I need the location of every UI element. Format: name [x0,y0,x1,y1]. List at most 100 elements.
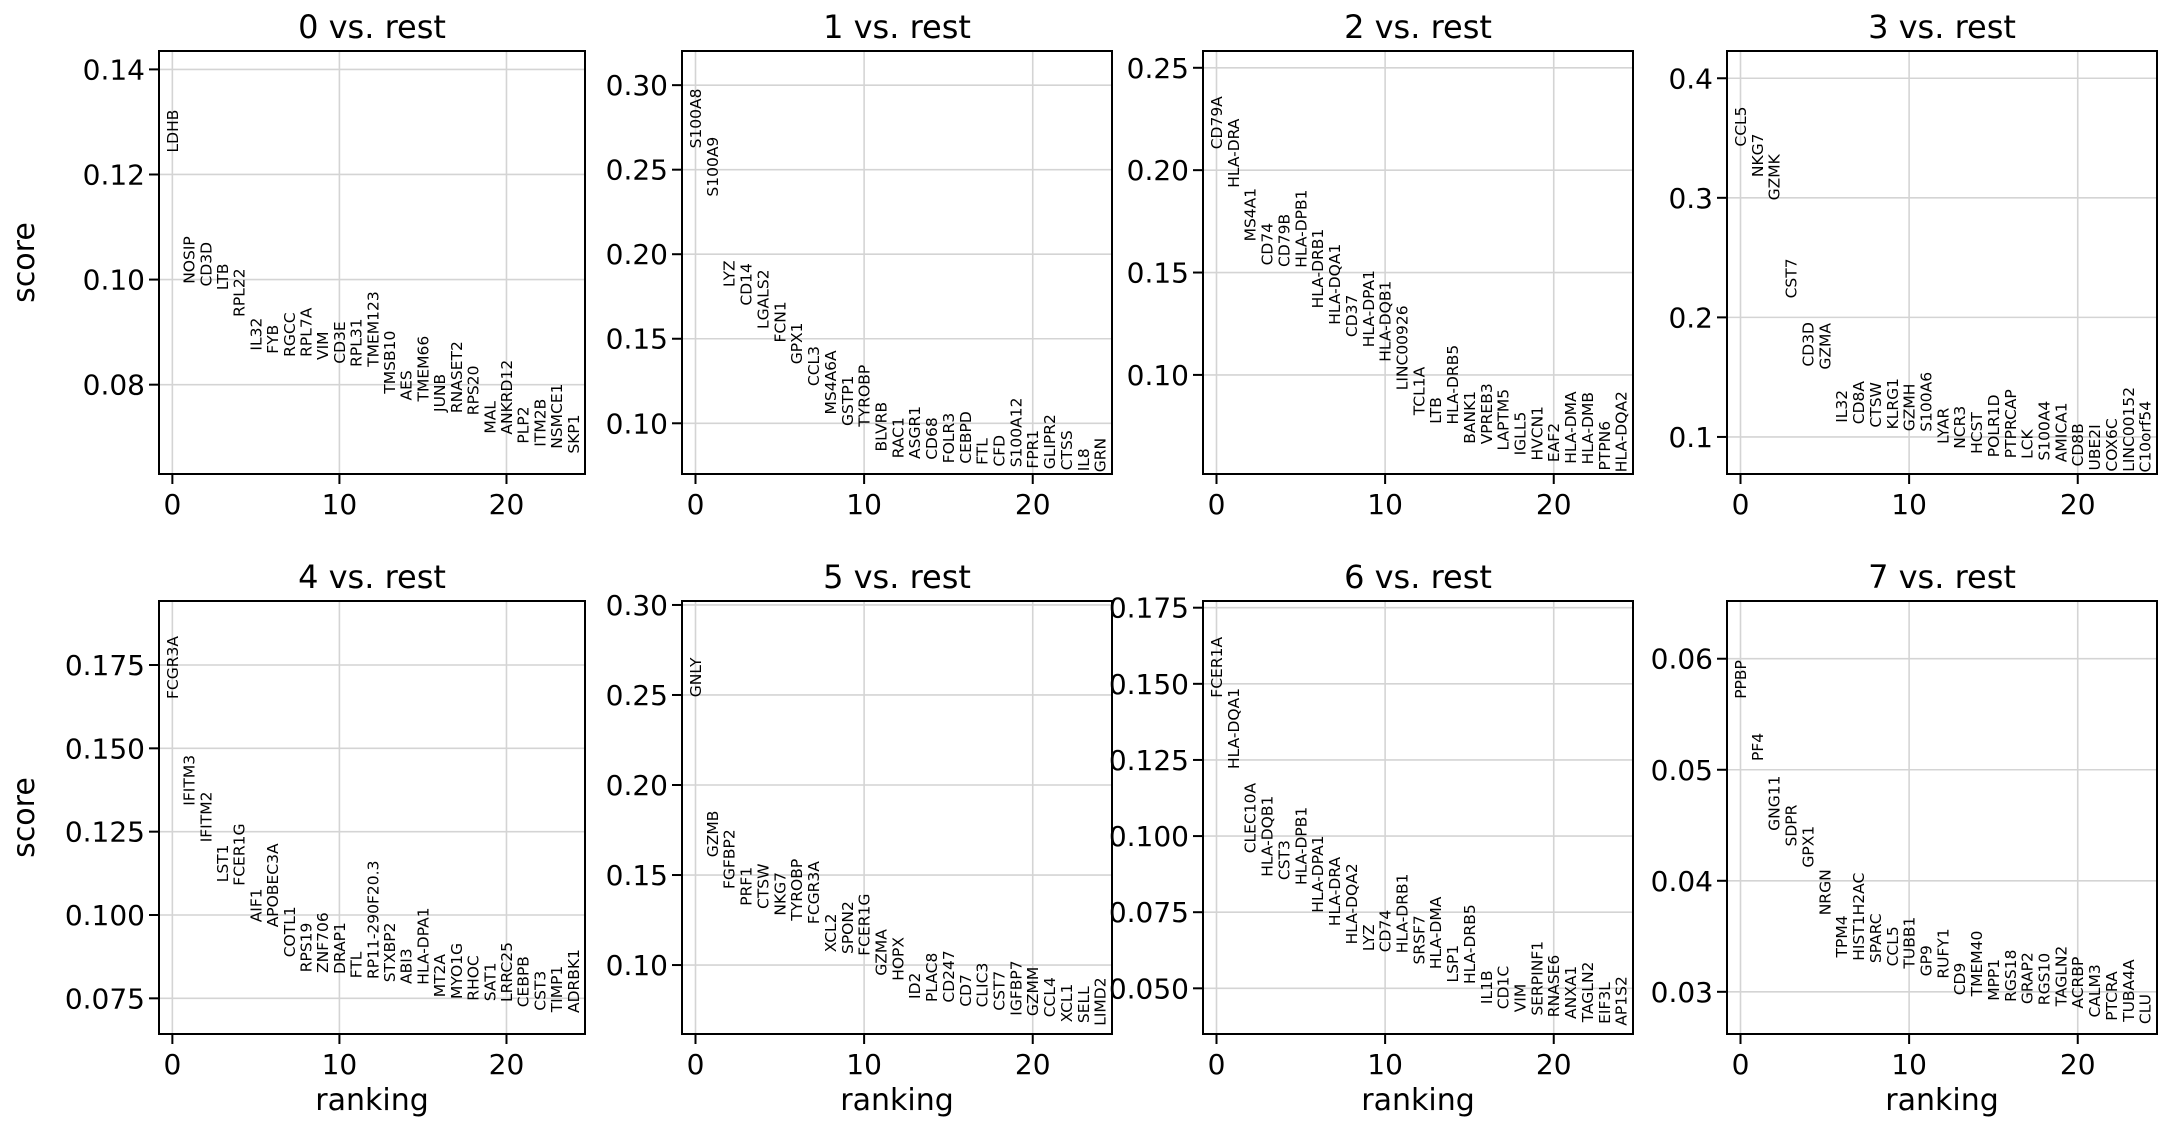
gene-label: LRRC25 [498,942,516,1002]
gene-label: TMEM123 [364,291,382,368]
gene-label: ANXA1 [1562,966,1580,1019]
gene-label: VPREB3 [1478,383,1496,444]
x-tick-label: 10 [1891,488,1927,521]
gene-label: NKG7 [771,872,789,916]
gene-label: CD3D [197,242,215,287]
gene-label: GZMA [873,929,891,976]
panel-5: GNLYGZMBFGFBP2PRF1CTSWNKG7TYROBPFCGR3AXC… [606,558,1113,1118]
gene-label: SERPINF1 [1528,941,1546,1016]
gene-label: CD79A [1208,96,1226,149]
gene-label: CEBPD [957,411,975,464]
gene-label: TMSB10 [381,331,399,395]
x-tick-label: 0 [1208,1048,1226,1081]
gene-label: JUNB [431,374,449,413]
gene-label: HLA-DRA [1225,118,1243,188]
gene-label: CLIC3 [974,963,992,1008]
gene-label: KLRG1 [1884,378,1902,429]
gene-label: PF4 [1749,733,1767,761]
gene-label: IGFBP7 [1007,960,1025,1015]
y-tick-label: 0.125 [1109,744,1189,777]
gene-label: HLA-DRB5 [1444,345,1462,425]
gene-label: VIM [314,331,332,360]
gene-label: LAPTM5 [1495,389,1513,451]
gene-label: CD79B [1275,214,1293,267]
y-tick-label: 0.25 [606,154,668,187]
gene-label: IL32 [1833,390,1851,423]
y-tick-label: 0.03 [1651,976,1713,1009]
gene-label: GP9 [1918,945,1936,976]
gene-label: CD7 [957,974,975,1007]
gene-label: GNLY [687,657,705,697]
gene-label: RNASE6 [1545,955,1563,1017]
gene-label: HLA-DQA2 [1613,391,1631,472]
gene-label: RGS18 [2002,950,2020,1002]
panel-title: 1 vs. rest [823,8,971,46]
x-tick-label: 20 [2060,488,2096,521]
axes-border [1202,50,1634,475]
gene-label: IL8 [1075,448,1093,471]
x-axis-label: ranking [315,1083,429,1118]
gene-label: PLP2 [515,406,533,443]
gene-label: C10orf54 [2137,401,2155,473]
gene-label: ASGR1 [906,406,924,459]
gene-label: TPM4 [1833,915,1851,958]
y-tick-label: 0.15 [1127,257,1189,290]
gene-label: MT2A [431,954,449,998]
gene-label: HLA-DQA1 [1326,244,1344,325]
y-tick-label: 0.100 [65,899,145,932]
y-tick-label: 0.125 [65,816,145,849]
gene-label: CCL3 [805,346,823,386]
y-tick-label: 0.175 [65,649,145,682]
x-tick-label: 10 [846,488,882,521]
gene-label: HLA-DQA2 [1343,863,1361,944]
gene-label: FTL [348,951,366,978]
gene-label: PLAC8 [923,953,941,1002]
panel-title: 4 vs. rest [298,558,446,596]
gene-label: HLA-DMB [1579,392,1597,464]
gene-label: ABI3 [398,948,416,984]
gene-label: CST3 [531,971,549,1011]
gene-label: SPARC [1867,913,1885,963]
gene-label: PTPN6 [1596,421,1614,471]
gene-label: MAL [481,401,499,434]
gene-label: FCGR3A [805,861,823,924]
gene-label: S100A6 [1918,372,1936,432]
y-tick-label: 0.10 [83,264,145,297]
gene-label: CALM3 [2086,964,2104,1017]
y-tick-label: 0.15 [606,859,668,892]
y-tick-label: 0.10 [1127,359,1189,392]
gene-label: ID2 [906,973,924,999]
gene-label: FCER1G [231,824,249,886]
gene-label: FPR1 [1024,430,1042,469]
gene-label: AMICA1 [2052,402,2070,462]
gene-label: XCL2 [822,913,840,952]
y-tick-label: 0.04 [1651,865,1713,898]
gene-label: CST3 [1275,840,1293,880]
axes-border [681,600,1113,1035]
gene-label: NKG7 [1749,133,1767,177]
gene-label: GRAP2 [2019,952,2037,1004]
gene-label: GZMH [1901,384,1919,432]
gene-label: FCER1G [856,894,874,956]
gene-label: RAC1 [889,417,907,458]
gene-label: GLIPR2 [1041,414,1059,469]
gene-label: RNASET2 [448,341,466,413]
y-tick-label: 0.100 [1109,820,1189,853]
gene-label: RPS19 [298,923,316,973]
gene-label: GSTP1 [839,375,857,426]
gene-label: CCL5 [1732,106,1750,146]
gene-label: NRGN [1816,869,1834,915]
x-tick-label: 20 [1015,1048,1051,1081]
x-tick-label: 10 [322,1048,358,1081]
gene-label: HVCN1 [1528,406,1546,461]
x-axis-label: ranking [1885,1083,1999,1118]
y-tick-label: 0.08 [83,369,145,402]
gene-label: LDHB [164,110,182,153]
gene-label: MYO1G [448,943,466,999]
gene-label: CD68 [923,417,941,459]
y-tick-label: 0.10 [606,407,668,440]
gene-label: XCL1 [1058,984,1076,1023]
